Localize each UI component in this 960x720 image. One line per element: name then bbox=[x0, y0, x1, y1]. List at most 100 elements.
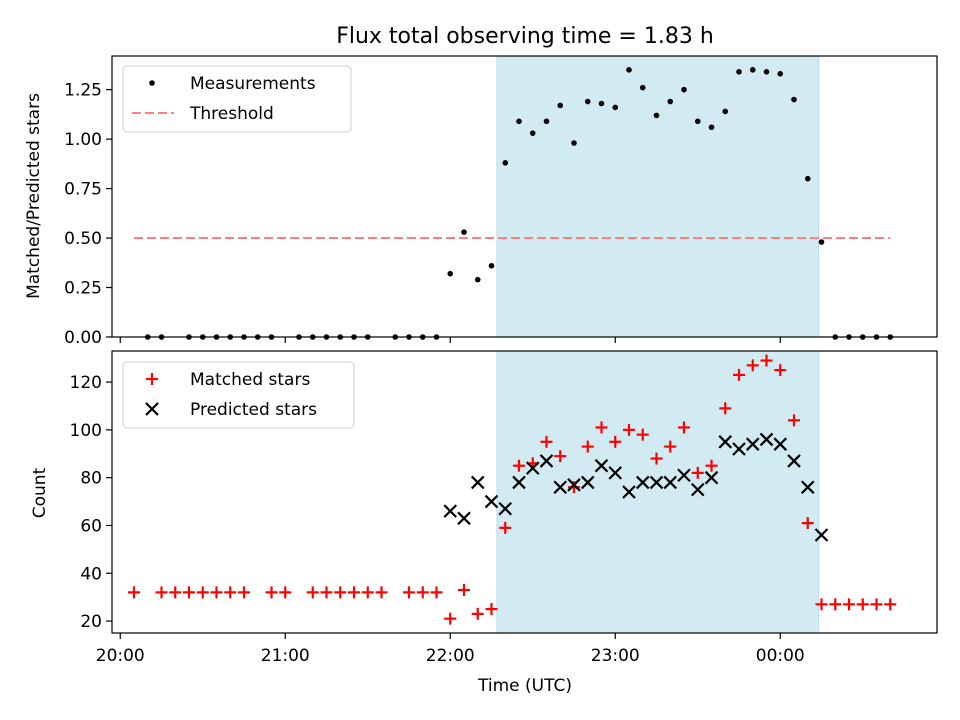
chart-title: Flux total observing time = 1.83 h bbox=[336, 24, 714, 49]
matched-star-marker bbox=[719, 402, 732, 415]
measurement-point bbox=[639, 84, 646, 91]
measurement-point bbox=[681, 86, 687, 93]
matched-star-marker bbox=[609, 435, 622, 448]
matched-star-marker bbox=[265, 586, 278, 599]
predicted-stars-points bbox=[443, 432, 829, 542]
predicted-star-marker bbox=[484, 494, 499, 509]
predicted-star-marker bbox=[635, 475, 650, 490]
matched-star-marker bbox=[801, 517, 814, 530]
bottom-x-tick-label: 23:00 bbox=[591, 646, 640, 666]
x-axis-label: Time (UTC) bbox=[477, 676, 572, 696]
matched-star-marker bbox=[361, 586, 374, 599]
legend-predicted-label: Predicted stars bbox=[190, 400, 317, 420]
predicted-star-marker bbox=[512, 475, 526, 490]
predicted-star-marker bbox=[663, 475, 678, 490]
predicted-star-marker bbox=[649, 475, 664, 490]
matched-star-marker bbox=[403, 586, 415, 599]
measurement-point bbox=[777, 71, 784, 77]
predicted-star-marker bbox=[787, 454, 801, 468]
matched-star-marker bbox=[829, 598, 842, 611]
measurement-point bbox=[667, 98, 674, 105]
measurement-point bbox=[612, 104, 619, 111]
matched-star-marker bbox=[416, 586, 429, 599]
predicted-star-marker bbox=[539, 454, 554, 468]
bottom-panel: 20 40 60 80 100 120 20:00 21:00 22:00 23:00 00:00… bbox=[30, 350, 938, 696]
matched-star-marker bbox=[691, 466, 704, 479]
bottom-y-tick-label: 120 bbox=[70, 373, 102, 393]
bottom-y-tick-label: 80 bbox=[80, 469, 102, 489]
matched-star-marker bbox=[815, 598, 828, 611]
matched-star-marker bbox=[870, 598, 883, 611]
matched-star-marker bbox=[705, 459, 718, 472]
top-y-tick-label: 0.75 bbox=[64, 180, 102, 200]
predicted-star-marker bbox=[608, 466, 623, 480]
bottom-y-tick-label: 20 bbox=[80, 612, 102, 632]
measurement-point bbox=[447, 270, 454, 277]
measurement-point bbox=[749, 67, 756, 73]
matched-star-marker bbox=[636, 428, 649, 441]
matched-star-marker bbox=[554, 450, 567, 463]
predicted-star-marker bbox=[567, 478, 581, 492]
measurement-point bbox=[598, 100, 605, 107]
predicted-star-marker bbox=[594, 458, 609, 473]
matched-star-marker bbox=[196, 586, 209, 599]
measurement-point bbox=[736, 69, 742, 75]
matched-star-marker bbox=[843, 598, 855, 611]
measurement-point bbox=[543, 118, 550, 125]
bottom-x-ticks: 20:00 21:00 22:00 23:00 00:00 bbox=[96, 633, 805, 666]
measurement-point bbox=[488, 262, 495, 269]
matched-star-marker bbox=[774, 364, 787, 377]
predicted-star-marker bbox=[773, 437, 788, 451]
predicted-star-marker bbox=[580, 475, 595, 490]
matched-star-marker bbox=[733, 368, 745, 381]
matched-star-marker bbox=[485, 603, 498, 616]
predicted-star-marker bbox=[800, 480, 815, 494]
top-panel: 0.00 0.25 0.50 0.75 1.00 1.25 Matched/Predict… bbox=[24, 55, 938, 348]
matched-star-marker bbox=[664, 440, 677, 453]
measurement-point bbox=[529, 130, 536, 136]
matched-star-marker bbox=[430, 586, 443, 599]
top-y-ticks: 0.00 0.25 0.50 0.75 1.00 1.25 bbox=[64, 81, 112, 348]
legend-threshold-label: Threshold bbox=[189, 104, 274, 124]
bottom-y-tick-label: 60 bbox=[80, 516, 102, 536]
predicted-star-marker bbox=[677, 468, 691, 483]
matched-star-marker bbox=[155, 586, 168, 599]
measurement-point bbox=[502, 160, 509, 166]
measurement-point bbox=[461, 229, 467, 235]
measurement-point bbox=[653, 112, 660, 119]
matched-star-marker bbox=[884, 598, 897, 611]
legend-matched-label: Matched stars bbox=[190, 370, 310, 390]
predicted-star-marker bbox=[457, 511, 471, 526]
predicted-star-marker bbox=[525, 461, 540, 475]
top-shaded-region bbox=[496, 55, 820, 338]
measurement-point bbox=[474, 276, 481, 283]
matched-star-marker bbox=[581, 440, 594, 453]
predicted-star-marker bbox=[443, 504, 458, 518]
predicted-star-marker bbox=[470, 475, 485, 490]
matched-star-marker bbox=[623, 423, 635, 436]
predicted-star-marker bbox=[622, 485, 636, 499]
predicted-star-marker bbox=[498, 501, 513, 516]
legend-measurements-label: Measurements bbox=[190, 74, 316, 94]
top-y-axis-label: Matched/Predicted stars bbox=[24, 93, 44, 299]
top-y-tick-label: 0.25 bbox=[64, 279, 102, 299]
legend-matched-marker bbox=[146, 373, 158, 385]
bottom-x-tick-label: 21:00 bbox=[261, 646, 310, 666]
matched-star-marker bbox=[499, 521, 512, 534]
matched-star-marker bbox=[856, 598, 869, 611]
measurement-point bbox=[694, 118, 701, 125]
matched-star-marker bbox=[788, 414, 800, 427]
matched-star-marker bbox=[375, 586, 388, 599]
legend-predicted-marker bbox=[145, 402, 159, 416]
measurement-point bbox=[626, 67, 632, 73]
measurement-point bbox=[791, 96, 797, 103]
predicted-star-marker bbox=[690, 482, 705, 497]
matched-star-marker bbox=[650, 452, 663, 465]
matched-star-marker bbox=[678, 421, 690, 434]
predicted-star-marker bbox=[732, 442, 746, 456]
predicted-star-marker bbox=[814, 528, 829, 542]
bottom-plot-frame bbox=[111, 350, 938, 634]
bottom-x-tick-label: 22:00 bbox=[426, 646, 475, 666]
matched-star-marker bbox=[458, 583, 470, 596]
